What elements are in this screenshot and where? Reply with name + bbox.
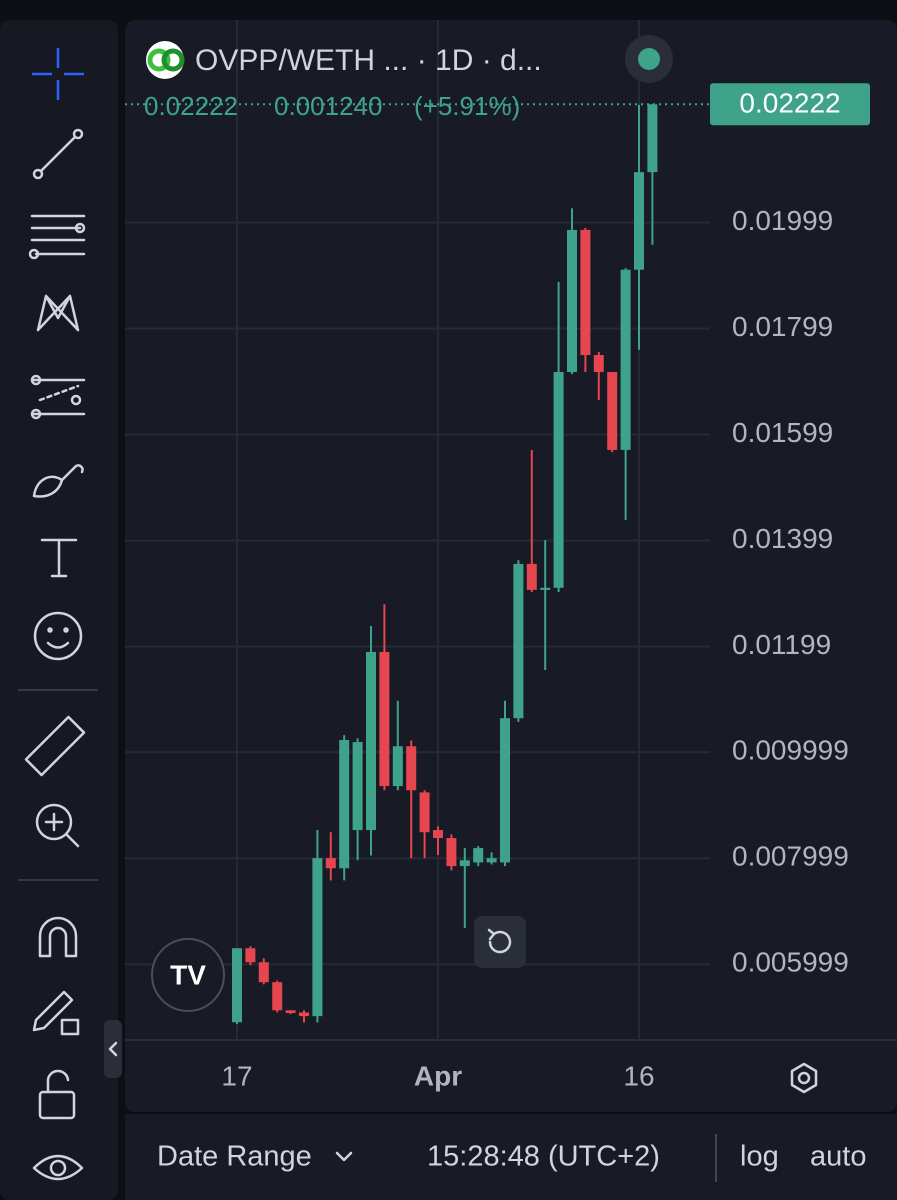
candle-body (245, 948, 256, 963)
visibility-tool[interactable] (32, 1154, 84, 1181)
candle-body (272, 982, 283, 1011)
candle-body (299, 1012, 309, 1017)
y-tick-label: 0.01399 (732, 523, 833, 554)
candle-body (513, 563, 524, 719)
y-tick-label: 0.01799 (732, 311, 833, 342)
settings-icon[interactable] (790, 1062, 818, 1094)
last-price-tag (710, 83, 870, 126)
auto-toggle[interactable]: auto (810, 1141, 866, 1173)
candle-body (553, 372, 564, 588)
y-tick-label: 0.005999 (732, 947, 849, 978)
y-tick-label: 0.01199 (732, 629, 831, 660)
candle-body (258, 962, 269, 983)
trend-line-tool[interactable] (32, 128, 84, 180)
last-price-label: 0.02222 (739, 88, 840, 119)
legend-change-pct: (+5.91%) (414, 91, 520, 121)
tv-logo[interactable] (151, 938, 225, 1012)
candle-body (446, 838, 457, 867)
settings-icon-center (797, 1071, 811, 1085)
x-tick-label: 16 (623, 1060, 654, 1091)
candle-body (459, 860, 470, 867)
candle-body (620, 269, 631, 450)
x-tick-label: Apr (414, 1060, 462, 1091)
candle-body (366, 651, 376, 831)
symbol-logo-ring (161, 48, 185, 72)
candle-body (500, 718, 510, 863)
candle-body (433, 830, 443, 839)
reset-arrow (487, 928, 496, 941)
clock: 15:28:48 (UTC+2) (427, 1141, 660, 1173)
emoji-tool[interactable] (33, 611, 83, 661)
candle-body (634, 172, 644, 270)
candle-body (285, 1010, 296, 1013)
x-tick-label: 17 (221, 1060, 252, 1091)
candle-body (647, 104, 658, 173)
status-dot (638, 48, 660, 70)
bottom-bar (125, 1114, 897, 1200)
candle-body (540, 587, 551, 590)
symbol-logo-ring (147, 48, 171, 72)
collapse-arrow (108, 1041, 118, 1057)
forecast-tool[interactable] (30, 374, 86, 420)
candle-body (352, 742, 363, 831)
collapse-toggle[interactable] (104, 1020, 122, 1078)
date-range-chevron (335, 1151, 353, 1162)
pattern-tool[interactable] (36, 294, 80, 332)
candle-body (580, 229, 591, 356)
lock-drawings-tool[interactable] (32, 990, 80, 1036)
candles (125, 103, 710, 1025)
tv-logo-mark: TV (170, 959, 206, 990)
candle-body (232, 948, 242, 1023)
date-range-button[interactable]: Date Range (157, 1141, 312, 1173)
candle-body (486, 858, 497, 863)
toolbar-panel (0, 20, 118, 1200)
zoom-tool[interactable] (35, 803, 80, 848)
candle-body (312, 858, 323, 1017)
candle-body (392, 746, 403, 787)
candle-body (526, 563, 537, 590)
reset-icon (488, 930, 512, 954)
candle-body (406, 746, 417, 791)
text-tool[interactable] (40, 538, 78, 578)
candle-body (379, 651, 390, 787)
lock-tool[interactable] (38, 1069, 76, 1120)
y-tick-label: 0.01999 (732, 205, 833, 236)
magnet-tool[interactable] (38, 916, 78, 958)
ruler-tool[interactable] (24, 715, 86, 777)
price-axis: 0.005999 0.007999 0.009999 0.01199 0.01399 0.… (221, 83, 870, 1091)
candle-body (473, 848, 484, 863)
log-toggle[interactable]: log (740, 1141, 779, 1173)
legend-change: 0.001240 (274, 91, 382, 121)
candle-body (607, 372, 618, 450)
fib-tool[interactable] (28, 214, 86, 260)
y-tick-label: 0.007999 (732, 841, 849, 872)
y-tick-label: 0.01599 (732, 417, 833, 448)
crosshair-tool[interactable] (32, 48, 84, 100)
brush-tool[interactable] (32, 464, 84, 498)
candle-body (593, 355, 604, 373)
reset-button[interactable] (474, 916, 526, 968)
candle-body (419, 792, 430, 833)
y-tick-label: 0.009999 (732, 735, 849, 766)
chart-title: OVPP/WETH ... · 1D · d... (195, 44, 542, 77)
drawing-tools (18, 48, 122, 1181)
legend-close: 0.02222 (144, 91, 238, 121)
candle-body (339, 739, 350, 869)
candle-body (567, 229, 577, 373)
candle-body (325, 858, 336, 869)
grid (125, 20, 710, 1040)
